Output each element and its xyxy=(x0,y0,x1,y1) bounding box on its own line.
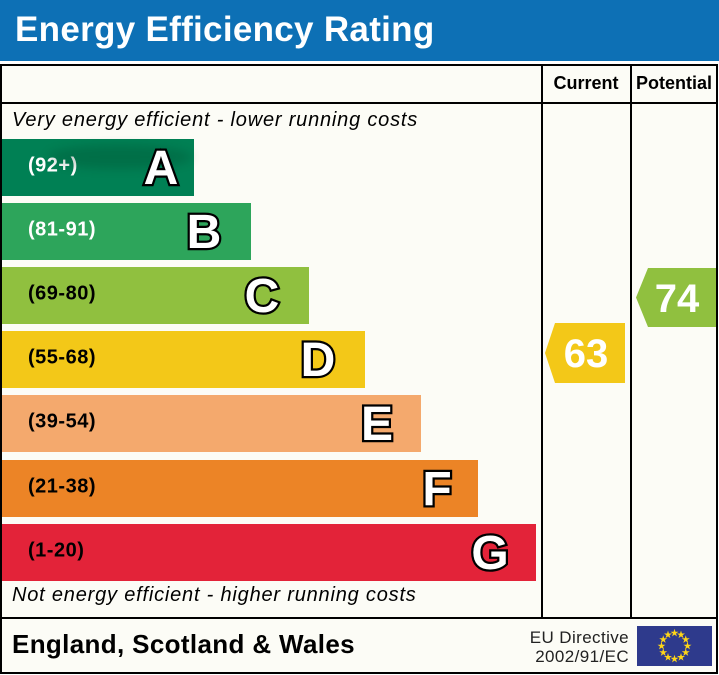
svg-text:E: E xyxy=(361,398,393,451)
svg-text:C: C xyxy=(245,270,280,323)
svg-text:B: B xyxy=(187,206,222,259)
svg-text:F: F xyxy=(422,463,451,516)
svg-text:D: D xyxy=(301,334,336,387)
svg-text:A: A xyxy=(144,142,179,195)
svg-text:G: G xyxy=(471,527,508,580)
svg-text:74: 74 xyxy=(655,277,700,321)
svg-text:63: 63 xyxy=(564,332,609,376)
